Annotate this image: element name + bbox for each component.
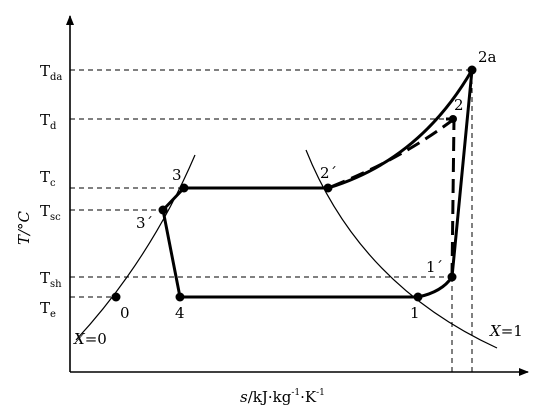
process-compression-actual <box>450 68 474 279</box>
point-3p-dot <box>158 205 168 215</box>
point-0-dot <box>111 292 121 302</box>
point-2a-dot <box>467 65 477 75</box>
label-point-3p: 3´ <box>136 214 153 232</box>
label-tc: Tc <box>40 168 56 189</box>
point-1-dot <box>413 292 423 302</box>
label-tda: Tda <box>40 62 62 83</box>
guide-lines <box>70 69 473 372</box>
label-te: Te <box>40 299 56 320</box>
label-point-4: 4 <box>175 304 185 322</box>
point-2-dot <box>449 115 457 123</box>
process-subcool <box>161 186 186 212</box>
process-compression-ideal <box>450 118 456 278</box>
saturated-liquid-line <box>75 154 196 341</box>
label-point-2p: 2´ <box>320 164 337 182</box>
label-x1: X=1 <box>489 322 523 340</box>
label-point-0: 0 <box>120 304 130 322</box>
cycle-isentropic <box>327 117 456 278</box>
label-point-1p: 1´ <box>426 258 443 276</box>
saturated-vapor-line <box>305 149 498 349</box>
label-point-3: 3 <box>172 166 182 184</box>
point-3-dot <box>179 183 189 193</box>
state-point-dots <box>111 65 477 302</box>
point-4-dot <box>175 292 185 302</box>
process-superheat <box>416 275 454 299</box>
label-td: Td <box>40 111 57 132</box>
point-2p-dot <box>323 183 333 193</box>
label-point-2a: 2a <box>478 48 497 66</box>
label-tsc: Tsc <box>40 202 61 223</box>
x-axis-label: s/kJ·kg-1·K-1 <box>240 388 325 406</box>
y-axis-label: T/°C <box>15 210 33 245</box>
label-tsh: Tsh <box>40 269 62 290</box>
label-point-1: 1 <box>410 304 420 322</box>
point-1p-dot <box>447 272 457 282</box>
process-desuperheat-ideal <box>327 117 455 190</box>
process-desuperheat-actual <box>326 68 474 190</box>
label-point-2: 2 <box>454 96 464 114</box>
process-expansion <box>161 208 182 299</box>
label-x0: X=0 <box>73 330 107 348</box>
